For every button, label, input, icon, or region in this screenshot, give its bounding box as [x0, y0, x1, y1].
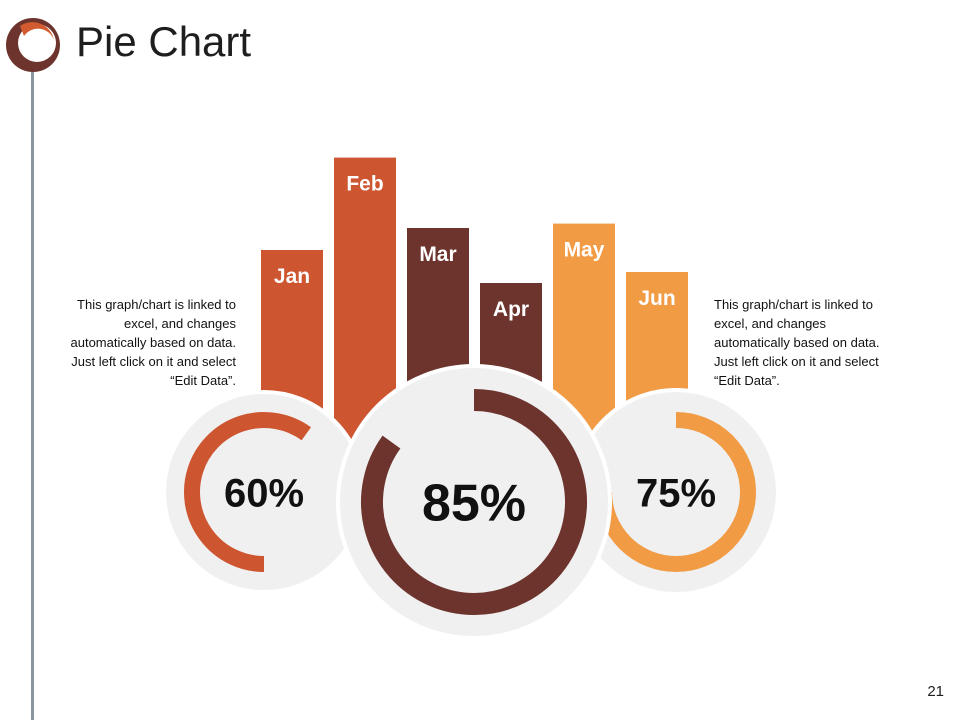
bar-label-apr: Apr	[493, 298, 529, 321]
side-accent-line	[31, 72, 34, 720]
donut-value-1: 60%	[224, 471, 304, 515]
donut-arc-2	[361, 389, 587, 615]
note-left: This graph/chart is linked to excel, and…	[70, 297, 237, 388]
donut-value-2: 85%	[422, 475, 526, 533]
donut-arc-3	[596, 412, 756, 572]
donut-arc-1	[184, 412, 312, 572]
bar-label-may: May	[564, 239, 605, 262]
bar-label-feb: Feb	[346, 173, 383, 196]
note-right: This graph/chart is linked to excel, and…	[714, 297, 880, 388]
page-number: 21	[927, 683, 944, 700]
logo-icon	[6, 18, 60, 72]
bar-label-jun: Jun	[638, 287, 675, 310]
donuts-layer: 60% 75% 85%	[162, 364, 780, 640]
bar-label-mar: Mar	[419, 243, 456, 266]
page-title: Pie Chart	[76, 18, 252, 65]
donut-value-3: 75%	[636, 471, 716, 515]
bar-label-jan: Jan	[274, 265, 310, 288]
